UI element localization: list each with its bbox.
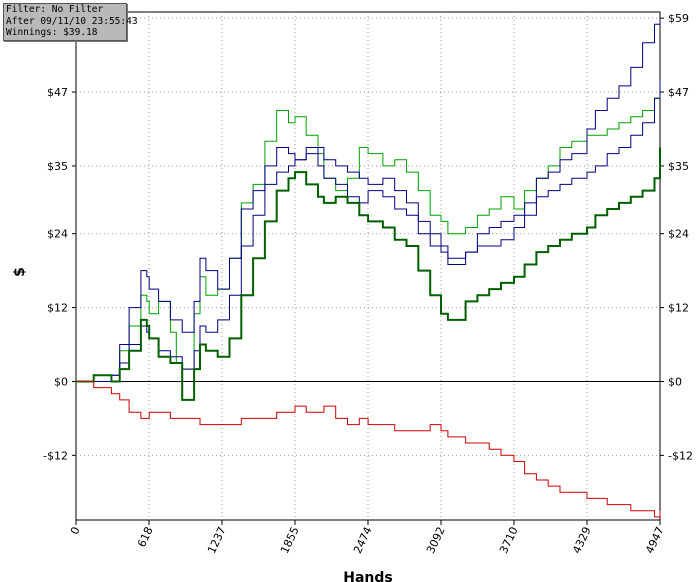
y-tick-label: $24 (668, 228, 689, 241)
y-tick-label: $35 (47, 160, 68, 173)
x-tick-labels: 0 618 1237 1855 2474 3092 3710 4329 4947 (68, 525, 667, 556)
y-tick-label: $12 (47, 302, 68, 315)
x-tick-label: 1855 (278, 525, 302, 556)
winnings-text: Winnings: $39.18 (6, 27, 98, 38)
x-tick-label: 618 (135, 525, 156, 550)
y-tick-label: -$12 (668, 449, 693, 462)
x-axis-label: Hands (343, 570, 393, 582)
y-tick-labels-left: $59$47$35$24$12$0-$12 (43, 12, 68, 462)
y-tick-label: $47 (47, 86, 68, 99)
series-line-5 (76, 381, 661, 518)
y-tick-label: $0 (668, 375, 682, 388)
series-line-3 (76, 18, 661, 382)
y-tick-label: $47 (668, 86, 689, 99)
y-tick-label: $0 (54, 375, 68, 388)
y-axis-label: $ (12, 267, 28, 277)
series-lines (76, 18, 661, 518)
date-text: After 09/11/10 23:55:43 (6, 15, 138, 27)
info-box: Filter: No Filter After 09/11/10 23:55:4… (3, 3, 138, 41)
x-tick-label: 1237 (205, 525, 229, 556)
x-tick-label: 3710 (497, 525, 521, 556)
grid-lines (72, 12, 664, 525)
x-tick-label: 4329 (570, 525, 594, 556)
x-tick-label: 4947 (643, 525, 667, 556)
y-tick-label: $35 (668, 160, 689, 173)
x-tick-label: 3092 (424, 525, 448, 556)
series-line-4 (76, 147, 661, 401)
y-tick-label: $24 (47, 228, 68, 241)
y-tick-label: $12 (668, 302, 689, 315)
filter-text: Filter: No Filter (6, 4, 104, 15)
y-tick-labels-right: $59 $47 $35 $24 $12 $0 -$12 (668, 12, 693, 462)
series-line-2 (76, 79, 661, 382)
x-tick-label: 2474 (351, 525, 375, 556)
y-tick-label: $59 (668, 12, 689, 25)
x-tick-label: 0 (68, 525, 83, 537)
y-tick-label: -$12 (43, 449, 68, 462)
